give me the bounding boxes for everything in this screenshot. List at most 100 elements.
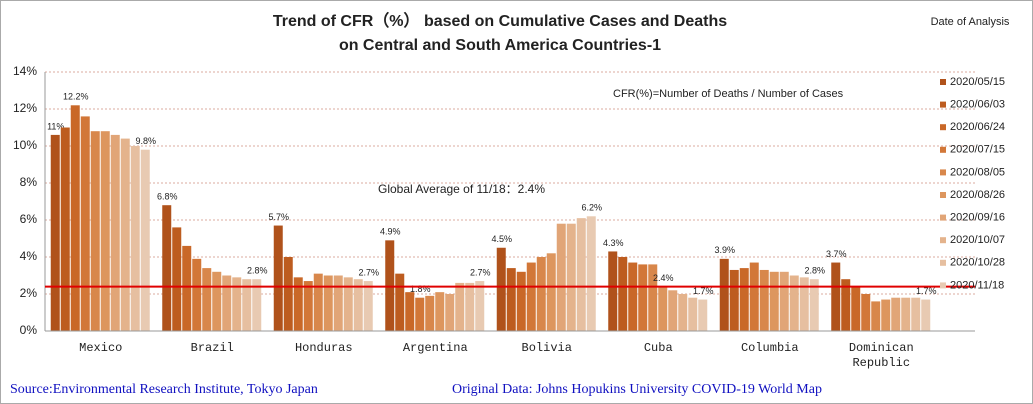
bar [162, 205, 172, 331]
data-label: 6.2% [581, 203, 602, 213]
bar [799, 277, 809, 331]
bar [60, 127, 70, 331]
bar [648, 264, 658, 331]
bar [901, 297, 911, 331]
bar [779, 271, 789, 331]
bar [110, 134, 120, 331]
data-label: 2.8% [804, 266, 825, 276]
y-tick-label: 2% [20, 286, 38, 300]
bar [455, 282, 465, 331]
x-tick-line: Republic [852, 356, 910, 370]
bar [658, 286, 668, 331]
bar [70, 105, 80, 331]
data-label: 2.8% [247, 266, 268, 276]
legend-label: 2020/07/15 [950, 144, 1005, 156]
bar [232, 277, 242, 331]
bar [80, 116, 90, 332]
bar [809, 279, 819, 331]
data-label: 5.7% [268, 212, 289, 222]
legend-swatch [940, 79, 946, 85]
bar [769, 271, 779, 331]
bar [546, 253, 556, 331]
x-tick-line: Columbia [741, 341, 799, 355]
legend-swatch [940, 214, 946, 221]
legend-label: 2020/06/03 [950, 99, 1005, 111]
bar [688, 297, 698, 331]
bar [496, 247, 506, 331]
data-label: 6.8% [157, 192, 178, 202]
chart-title: Trend of CFR（%） based on Cumulative Case… [273, 12, 727, 30]
legend-title: Date of Analysis [931, 16, 1010, 28]
y-tick-label: 8% [20, 175, 38, 189]
bar [881, 299, 891, 331]
bar [759, 269, 769, 331]
bar [871, 301, 881, 331]
bar [212, 271, 222, 331]
bar [90, 131, 100, 331]
bar [831, 262, 841, 331]
source: Original Data: Johns Hopukins University… [452, 382, 822, 397]
bar [851, 286, 861, 331]
x-tick-label: Argentina [403, 341, 468, 355]
bar [668, 290, 678, 331]
y-tick-label: 10% [13, 138, 37, 152]
data-label: 11% [47, 121, 64, 131]
bar [841, 279, 851, 331]
bar [405, 292, 415, 331]
x-tick-label: Honduras [295, 341, 353, 355]
bar [415, 297, 425, 331]
bar [172, 227, 182, 331]
bar [395, 273, 405, 331]
bar [222, 275, 232, 331]
bar [576, 218, 586, 331]
bar [536, 257, 546, 331]
data-label: 2.7% [470, 267, 491, 277]
y-tick-label: 4% [20, 249, 38, 263]
x-tick-line: Dominican [849, 341, 914, 355]
reference-label: Global Average of 11/18：2.4% [378, 182, 545, 196]
bar [739, 268, 749, 331]
legend-swatch [940, 237, 946, 244]
bar [586, 216, 596, 331]
legend-label: 2020/08/26 [950, 189, 1005, 201]
bar [921, 299, 931, 331]
x-tick-line: Mexico [79, 341, 122, 355]
bar [628, 262, 638, 331]
legend-label: 2020/10/07 [950, 234, 1005, 246]
bar [608, 251, 618, 331]
bar [273, 225, 283, 331]
x-tick-line: Cuba [644, 341, 673, 355]
data-label: 2.4% [653, 273, 674, 283]
bar [425, 295, 435, 331]
legend-swatch [940, 124, 946, 131]
data-label: 4.5% [491, 234, 512, 244]
bar [465, 282, 475, 331]
data-label: 9.8% [135, 136, 156, 146]
bar [252, 279, 262, 331]
legend-label: 2020/11/18 [950, 279, 1004, 291]
data-label: 4.3% [603, 238, 624, 248]
bar [861, 294, 871, 331]
bar [475, 281, 485, 331]
x-tick-label: Mexico [79, 341, 122, 355]
bar [100, 131, 110, 331]
bar [566, 223, 576, 331]
legend-swatch [940, 169, 946, 176]
bar [719, 258, 729, 331]
bar [678, 294, 688, 331]
data-label: 1.7% [916, 286, 937, 296]
bar [618, 257, 628, 331]
x-tick-line: Honduras [295, 341, 353, 355]
bar [506, 268, 516, 331]
bar [516, 271, 526, 331]
bar [343, 277, 353, 331]
bar [242, 279, 252, 331]
x-tick-line: Bolivia [522, 341, 572, 355]
data-label: 1.7% [693, 286, 714, 296]
bar [526, 262, 536, 331]
bar [293, 277, 303, 331]
legend-swatch [940, 282, 946, 289]
bar [911, 297, 921, 331]
